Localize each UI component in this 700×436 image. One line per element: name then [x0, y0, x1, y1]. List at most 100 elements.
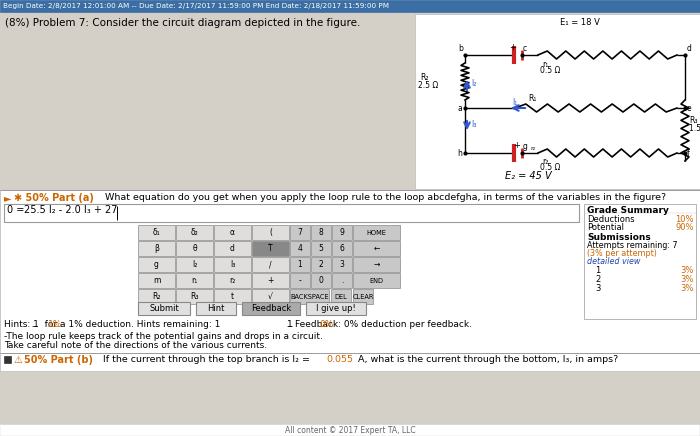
FancyBboxPatch shape	[353, 225, 400, 240]
FancyBboxPatch shape	[176, 225, 213, 240]
FancyBboxPatch shape	[176, 273, 213, 288]
FancyBboxPatch shape	[138, 241, 175, 256]
Text: √: √	[268, 292, 273, 301]
Text: b: b	[458, 44, 463, 53]
Text: (: (	[269, 228, 272, 237]
Text: Hints: 1  for a 1% deduction. Hints remaining: 1: Hints: 1 for a 1% deduction. Hints remai…	[4, 320, 220, 329]
Text: Feedback: Feedback	[251, 304, 291, 313]
FancyBboxPatch shape	[176, 289, 213, 304]
Text: 5: 5	[318, 244, 323, 253]
FancyBboxPatch shape	[4, 204, 579, 222]
Text: ✱ 50% Part (a): ✱ 50% Part (a)	[14, 193, 94, 203]
FancyBboxPatch shape	[252, 289, 289, 304]
Text: g: g	[523, 142, 528, 151]
Text: c: c	[523, 44, 527, 53]
FancyBboxPatch shape	[138, 273, 175, 288]
FancyBboxPatch shape	[0, 0, 700, 12]
FancyBboxPatch shape	[332, 273, 352, 288]
FancyBboxPatch shape	[176, 241, 213, 256]
Text: HOME: HOME	[367, 229, 386, 235]
FancyBboxPatch shape	[331, 289, 351, 304]
Text: END: END	[370, 277, 384, 283]
FancyBboxPatch shape	[0, 190, 700, 365]
Text: 8: 8	[318, 228, 323, 237]
FancyBboxPatch shape	[311, 225, 331, 240]
FancyBboxPatch shape	[242, 302, 300, 315]
FancyBboxPatch shape	[306, 302, 366, 315]
FancyBboxPatch shape	[290, 257, 310, 272]
Text: t: t	[231, 292, 234, 301]
Text: R₃: R₃	[190, 292, 199, 301]
FancyBboxPatch shape	[252, 225, 289, 240]
FancyBboxPatch shape	[311, 241, 331, 256]
FancyBboxPatch shape	[415, 14, 700, 189]
FancyBboxPatch shape	[353, 273, 400, 288]
FancyBboxPatch shape	[0, 424, 700, 436]
FancyBboxPatch shape	[353, 241, 400, 256]
Text: h: h	[457, 149, 462, 157]
Text: Begin Date: 2/8/2017 12:01:00 AM -- Due Date: 2/17/2017 11:59:00 PM End Date: 2/: Begin Date: 2/8/2017 12:01:00 AM -- Due …	[3, 3, 389, 9]
Text: β: β	[154, 244, 159, 253]
Text: Deductions: Deductions	[587, 215, 635, 224]
Text: r₁: r₁	[191, 276, 197, 285]
Text: 3%: 3%	[680, 284, 694, 293]
Text: Hint: Hint	[207, 304, 225, 313]
Text: 0.5 Ω: 0.5 Ω	[540, 66, 561, 75]
Text: 0.5 Ω: 0.5 Ω	[540, 163, 561, 172]
FancyBboxPatch shape	[176, 257, 213, 272]
Text: I₂: I₂	[192, 260, 197, 269]
FancyBboxPatch shape	[311, 257, 331, 272]
Text: θ: θ	[193, 244, 197, 253]
FancyBboxPatch shape	[252, 273, 289, 288]
Text: 1: 1	[595, 266, 601, 275]
FancyBboxPatch shape	[290, 289, 329, 304]
Text: 10%: 10%	[676, 215, 694, 224]
Text: R₁: R₁	[528, 94, 536, 103]
Text: a: a	[457, 103, 462, 112]
FancyBboxPatch shape	[290, 225, 310, 240]
Text: All content © 2017 Expert TA, LLC: All content © 2017 Expert TA, LLC	[285, 426, 415, 435]
FancyBboxPatch shape	[138, 257, 175, 272]
Text: Feedback: 0% deduction per feedback.: Feedback: 0% deduction per feedback.	[295, 320, 472, 329]
Text: If the current through the top branch is I₂ =: If the current through the top branch is…	[103, 355, 313, 364]
Text: 0 =: 0 =	[7, 205, 24, 215]
Text: g: g	[154, 260, 159, 269]
Text: r₂: r₂	[542, 157, 548, 166]
FancyBboxPatch shape	[353, 257, 400, 272]
Text: e: e	[687, 103, 692, 112]
Text: CLEAR: CLEAR	[352, 293, 374, 300]
FancyBboxPatch shape	[353, 289, 373, 304]
Text: I give up!: I give up!	[316, 304, 356, 313]
Text: 3: 3	[595, 284, 601, 293]
FancyBboxPatch shape	[214, 257, 251, 272]
Text: r₂: r₂	[530, 146, 535, 151]
Text: r₁: r₁	[542, 60, 548, 69]
Text: Submit: Submit	[149, 304, 179, 313]
Text: .: .	[341, 276, 343, 285]
FancyBboxPatch shape	[196, 302, 236, 315]
FancyBboxPatch shape	[332, 241, 352, 256]
Text: m: m	[153, 276, 160, 285]
FancyBboxPatch shape	[4, 356, 11, 363]
Text: +: +	[514, 141, 520, 150]
Text: ←: ←	[373, 244, 379, 253]
FancyBboxPatch shape	[214, 241, 251, 256]
Text: 1.5 Ω: 1.5 Ω	[689, 124, 700, 133]
Text: BACKSPACE: BACKSPACE	[290, 293, 329, 300]
Text: →: →	[373, 260, 379, 269]
Text: ►: ►	[4, 193, 11, 203]
Text: E₁ = 18 V: E₁ = 18 V	[560, 18, 600, 27]
Text: detailed view: detailed view	[587, 257, 640, 266]
FancyBboxPatch shape	[332, 225, 352, 240]
Text: ⚠: ⚠	[14, 355, 22, 365]
Text: R₂: R₂	[153, 292, 161, 301]
FancyBboxPatch shape	[252, 257, 289, 272]
Text: I₁: I₁	[512, 98, 517, 107]
Text: 3: 3	[340, 260, 344, 269]
FancyBboxPatch shape	[311, 273, 331, 288]
Text: 9: 9	[340, 228, 344, 237]
Text: d: d	[230, 244, 235, 253]
FancyBboxPatch shape	[332, 257, 352, 272]
Text: I₃: I₃	[230, 260, 235, 269]
Text: δ₁: δ₁	[153, 228, 160, 237]
